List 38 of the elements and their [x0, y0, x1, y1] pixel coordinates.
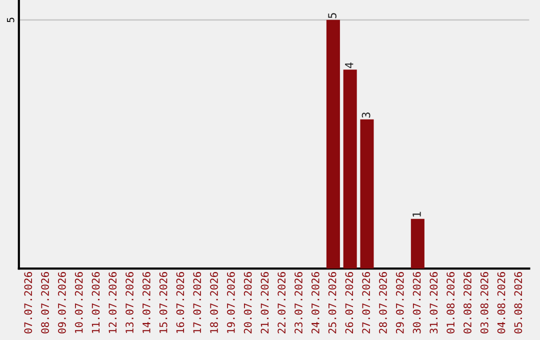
data-label: 4 [345, 62, 354, 68]
x-tick-label: 29.07.2026 [396, 272, 404, 334]
x-tick-label: 24.07.2026 [311, 272, 320, 334]
x-tick-label: 19.07.2026 [226, 272, 235, 333]
x-tick-label: 22.07.2026 [278, 272, 286, 334]
x-tick-label: 30.07.2026 [412, 272, 421, 334]
x-tick-label: 07.07.2026 [24, 272, 32, 334]
x-tick-label: 05.08.2026 [514, 272, 522, 334]
x-tick-label: 01.08.2026 [446, 272, 455, 334]
x-tick-label: 23.07.2026 [294, 272, 302, 334]
x-tick-label: 15.07.2026 [159, 272, 168, 333]
x-tick-label: 26.07.2026 [345, 272, 354, 334]
bar [343, 70, 357, 269]
data-label: 5 [328, 13, 336, 18]
x-tick-label: 03.08.2026 [480, 272, 488, 334]
bar [410, 218, 424, 269]
x-tick-label: 16.07.2026 [176, 272, 184, 333]
x-tick-label: 14.07.2026 [142, 272, 150, 333]
x-tick-label: 21.07.2026 [260, 272, 269, 334]
x-tick-label: 18.07.2026 [210, 272, 218, 333]
x-tick-label: 09.07.2026 [58, 272, 66, 334]
bar [360, 119, 374, 269]
x-tick-label: 20.07.2026 [244, 272, 252, 334]
x-tick-label: 02.08.2026 [464, 272, 472, 334]
x-tick-label: 04.08.2026 [497, 272, 506, 334]
x-tick-label: 31.07.2026 [430, 272, 438, 334]
x-tick-label: 27.07.2026 [362, 272, 370, 334]
x-tick-label: 11.07.2026 [92, 272, 100, 333]
x-tick-label: 13.07.2026 [126, 272, 134, 333]
x-tick-label: 17.07.2026 [193, 272, 202, 333]
x-tick-label: 08.07.2026 [41, 272, 49, 334]
x-tick-label: 12.07.2026 [108, 272, 117, 333]
data-label: 1 [412, 212, 421, 217]
data-label: 3 [362, 112, 370, 118]
bar [326, 20, 340, 269]
x-tick-label: 25.07.2026 [328, 272, 336, 334]
x-tick-label: 28.07.2026 [379, 272, 387, 334]
x-tick-label: 10.07.2026 [74, 272, 83, 333]
